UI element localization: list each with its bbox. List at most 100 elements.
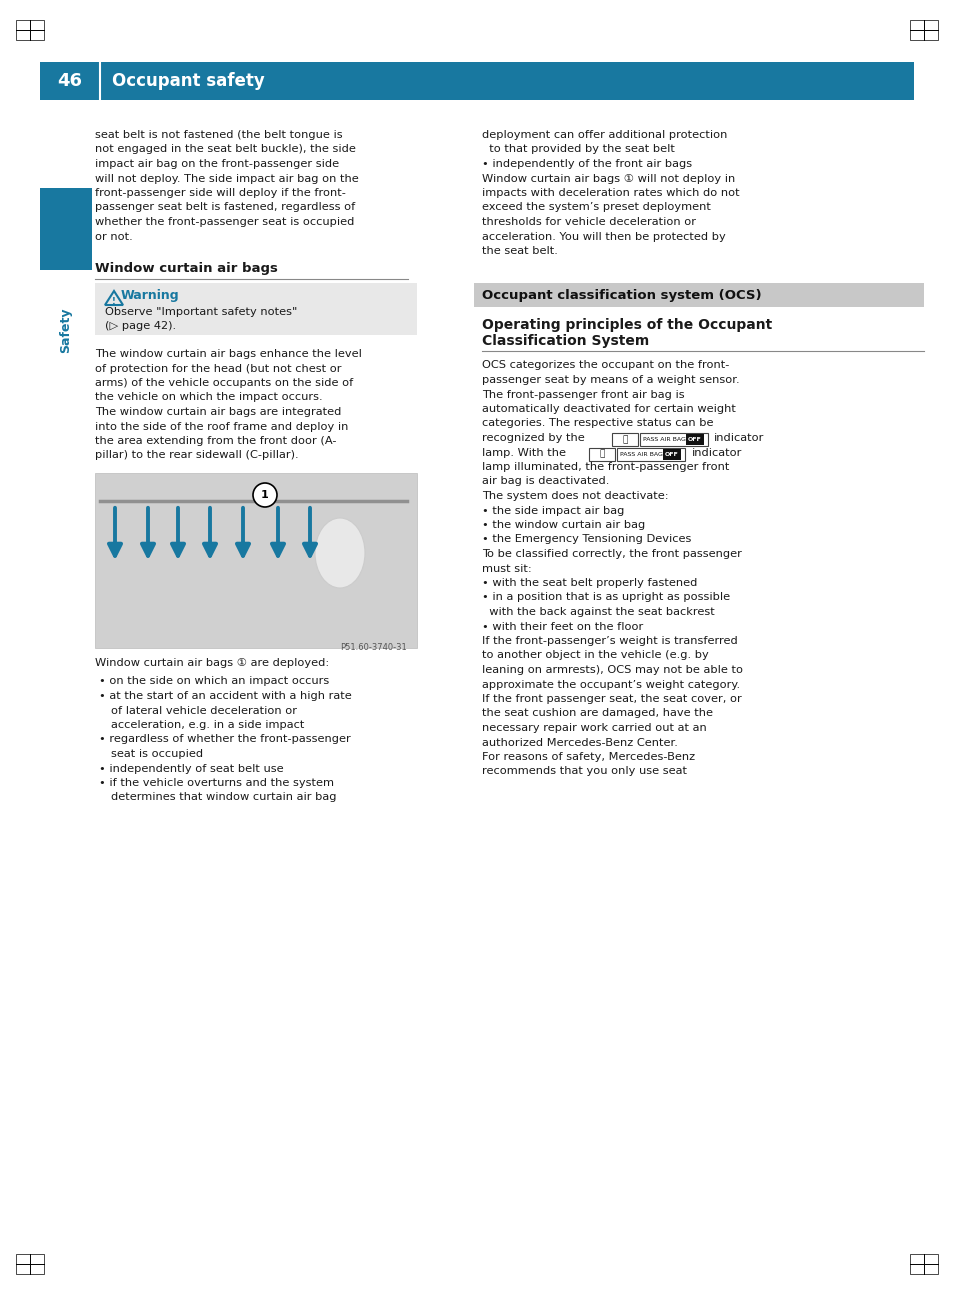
Text: exceed the system’s preset deployment: exceed the system’s preset deployment (481, 202, 710, 212)
Text: Window curtain air bags ① will not deploy in: Window curtain air bags ① will not deplo… (481, 173, 735, 184)
Text: (▷ page 42).: (▷ page 42). (105, 321, 176, 331)
Text: the vehicle on which the impact occurs.: the vehicle on which the impact occurs. (95, 392, 322, 402)
Text: OCS categorizes the occupant on the front-: OCS categorizes the occupant on the fron… (481, 361, 729, 370)
Bar (617, 448, 684, 461)
Text: Window curtain air bags ① are deployed:: Window curtain air bags ① are deployed: (95, 659, 329, 668)
Text: 1: 1 (261, 490, 269, 499)
Bar (909, 19, 937, 40)
Text: leaning on armrests), OCS may not be able to: leaning on armrests), OCS may not be abl… (481, 665, 742, 675)
Text: For reasons of safety, Mercedes-Benz: For reasons of safety, Mercedes-Benz (481, 752, 695, 762)
Text: whether the front-passenger seat is occupied: whether the front-passenger seat is occu… (95, 217, 354, 226)
Text: with the back against the seat backrest: with the back against the seat backrest (481, 607, 714, 617)
Text: must sit:: must sit: (481, 563, 531, 573)
Bar (16, 19, 44, 40)
Text: • if the vehicle overturns and the system: • if the vehicle overturns and the syste… (99, 778, 334, 788)
Text: Classification System: Classification System (481, 334, 649, 348)
Text: • independently of the front air bags: • independently of the front air bags (481, 159, 691, 170)
Text: 46: 46 (57, 72, 82, 91)
Text: passenger seat by means of a weight sensor.: passenger seat by means of a weight sens… (481, 375, 739, 386)
Text: The system does not deactivate:: The system does not deactivate: (481, 490, 668, 501)
Text: • independently of seat belt use: • independently of seat belt use (99, 763, 283, 774)
Text: If the front-passenger’s weight is transferred: If the front-passenger’s weight is trans… (481, 635, 737, 646)
Text: indicator: indicator (691, 448, 741, 458)
Text: • regardless of whether the front-passenger: • regardless of whether the front-passen… (99, 735, 351, 744)
Text: categories. The respective status can be: categories. The respective status can be (481, 418, 713, 428)
Ellipse shape (314, 518, 365, 587)
Text: OFF: OFF (687, 437, 701, 443)
Text: to another object in the vehicle (e.g. by: to another object in the vehicle (e.g. b… (481, 651, 708, 660)
Text: • the Emergency Tensioning Devices: • the Emergency Tensioning Devices (481, 534, 691, 545)
Text: seat belt is not fastened (the belt tongue is: seat belt is not fastened (the belt tong… (95, 129, 342, 140)
Text: OFF: OFF (664, 452, 679, 457)
Text: authorized Mercedes-Benz Center.: authorized Mercedes-Benz Center. (481, 738, 678, 748)
Text: front-passenger side will deploy if the front-: front-passenger side will deploy if the … (95, 188, 346, 198)
Text: to that provided by the seat belt: to that provided by the seat belt (481, 145, 674, 154)
Text: thresholds for vehicle deceleration or: thresholds for vehicle deceleration or (481, 217, 696, 226)
Text: recommends that you only use seat: recommends that you only use seat (481, 766, 686, 776)
Text: passenger seat belt is fastened, regardless of: passenger seat belt is fastened, regardl… (95, 202, 355, 212)
Bar (40, 188, 91, 270)
Bar (639, 433, 707, 446)
Text: the area extending from the front door (A-: the area extending from the front door (… (95, 436, 336, 446)
Text: ⛹: ⛹ (598, 449, 604, 458)
Text: of protection for the head (but not chest or: of protection for the head (but not ches… (95, 364, 341, 374)
Bar (16, 1254, 44, 1275)
Bar (909, 1254, 937, 1275)
Text: or not.: or not. (95, 232, 132, 242)
Text: impact air bag on the front-passenger side: impact air bag on the front-passenger si… (95, 159, 338, 170)
Text: Observe "Important safety notes": Observe "Important safety notes" (105, 307, 297, 317)
Text: ⛹: ⛹ (621, 435, 627, 444)
Bar (662, 449, 680, 459)
Text: approximate the occupant’s weight category.: approximate the occupant’s weight catego… (481, 679, 740, 690)
Text: • at the start of an accident with a high rate: • at the start of an accident with a hig… (99, 691, 352, 701)
Bar (95, 474, 416, 648)
Text: acceleration. You will then be protected by: acceleration. You will then be protected… (481, 232, 725, 242)
Text: not engaged in the seat belt buckle), the side: not engaged in the seat belt buckle), th… (95, 145, 355, 154)
Text: indicator: indicator (713, 433, 763, 443)
Text: • with their feet on the floor: • with their feet on the floor (481, 621, 642, 631)
Text: • in a position that is as upright as possible: • in a position that is as upright as po… (481, 593, 729, 603)
Text: Occupant classification system (OCS): Occupant classification system (OCS) (481, 289, 760, 302)
Bar (474, 282, 923, 307)
Bar (685, 433, 703, 445)
Bar (612, 433, 638, 446)
Text: • on the side on which an impact occurs: • on the side on which an impact occurs (99, 677, 329, 687)
Text: automatically deactivated for certain weight: automatically deactivated for certain we… (481, 404, 735, 414)
Text: determines that window curtain air bag: determines that window curtain air bag (111, 792, 336, 802)
Bar (95, 283, 416, 335)
Text: • the window curtain air bag: • the window curtain air bag (481, 520, 644, 531)
Text: If the front passenger seat, the seat cover, or: If the front passenger seat, the seat co… (481, 694, 741, 704)
Text: pillar) to the rear sidewall (C-pillar).: pillar) to the rear sidewall (C-pillar). (95, 450, 298, 461)
Text: impacts with deceleration rates which do not: impacts with deceleration rates which do… (481, 188, 739, 198)
Text: Window curtain air bags: Window curtain air bags (95, 261, 277, 276)
Text: the seat cushion are damaged, have the: the seat cushion are damaged, have the (481, 709, 712, 718)
Text: of lateral vehicle deceleration or: of lateral vehicle deceleration or (111, 705, 296, 716)
Text: lamp illuminated, the front-passenger front: lamp illuminated, the front-passenger fr… (481, 462, 729, 472)
Text: Occupant safety: Occupant safety (112, 72, 265, 91)
Text: the seat belt.: the seat belt. (481, 246, 558, 256)
Text: • the side impact air bag: • the side impact air bag (481, 506, 623, 515)
Text: seat is occupied: seat is occupied (111, 749, 203, 760)
Text: Operating principles of the Occupant: Operating principles of the Occupant (481, 318, 771, 333)
Text: lamp. With the: lamp. With the (481, 448, 565, 458)
Text: Warning: Warning (121, 289, 179, 302)
Text: necessary repair work carried out at an: necessary repair work carried out at an (481, 723, 706, 732)
Text: air bag is deactivated.: air bag is deactivated. (481, 476, 609, 487)
Text: The window curtain air bags enhance the level: The window curtain air bags enhance the … (95, 349, 361, 358)
Text: into the side of the roof frame and deploy in: into the side of the roof frame and depl… (95, 422, 348, 431)
Text: To be classified correctly, the front passenger: To be classified correctly, the front pa… (481, 549, 741, 559)
Text: The window curtain air bags are integrated: The window curtain air bags are integrat… (95, 408, 341, 417)
Text: The front-passenger front air bag is: The front-passenger front air bag is (481, 389, 684, 400)
Text: recognized by the: recognized by the (481, 433, 584, 443)
Text: will not deploy. The side impact air bag on the: will not deploy. The side impact air bag… (95, 173, 358, 184)
Text: P51.60-3740-31: P51.60-3740-31 (340, 643, 407, 652)
Text: Safety: Safety (59, 307, 72, 353)
Text: PASS AIR BAG: PASS AIR BAG (642, 437, 685, 443)
Text: deployment can offer additional protection: deployment can offer additional protecti… (481, 129, 726, 140)
Bar (588, 448, 615, 461)
Text: !: ! (112, 296, 116, 305)
Text: PASS AIR BAG: PASS AIR BAG (619, 452, 662, 457)
Circle shape (253, 483, 276, 507)
Text: acceleration, e.g. in a side impact: acceleration, e.g. in a side impact (111, 719, 304, 730)
Text: • with the seat belt properly fastened: • with the seat belt properly fastened (481, 578, 697, 587)
